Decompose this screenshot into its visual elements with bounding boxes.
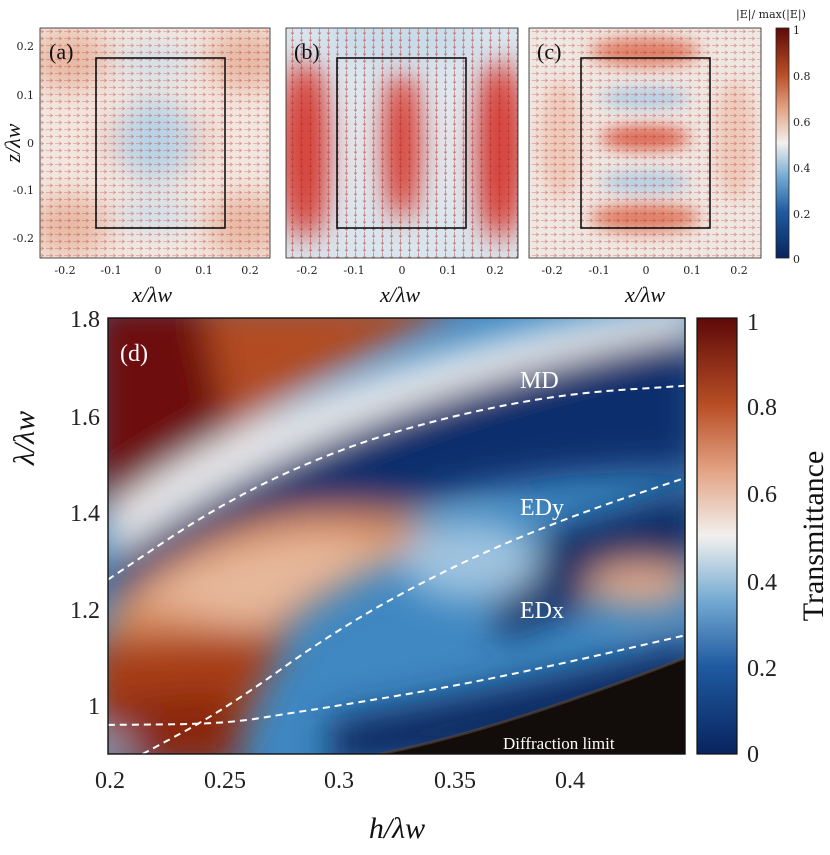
panel-a-ytick: -0.2 [13, 232, 34, 245]
panel-d-heatmap [108, 318, 685, 754]
panel-b: (b) -0.2 -0.1 0 0.1 0.2 x/λw [285, 27, 519, 307]
mode-curves [108, 384, 685, 754]
transmittance-colorbar-tick: 0.6 [747, 482, 777, 508]
panel-a-resonator-outline [95, 57, 226, 229]
panel-b-xlabel: x/λw [379, 282, 420, 307]
panel-d-yticks: 1.8 1.6 1.4 1.2 1 [70, 307, 100, 720]
panel-a-frame [39, 27, 271, 259]
panel-c-xlabel: x/λw [624, 282, 665, 307]
diffraction-region [380, 658, 685, 754]
field-colorbar-label: |E|/ max(|E|) [736, 8, 806, 22]
curve-edx [108, 634, 685, 726]
annotation-edx: EDx [520, 598, 564, 624]
transmittance-colorbar-tick: 0 [747, 742, 759, 768]
panel-a-ytick: -0.1 [13, 184, 34, 197]
panel-d-ytick: 1.4 [70, 501, 100, 527]
field-colorbar: |E|/ max(|E|) 1 0.8 0.6 0.4 0.2 0 [736, 8, 811, 266]
transmittance-colorbar-tick: 0.4 [747, 570, 777, 596]
panel-d: (d) MD EDy EDx Diffraction limit 1.8 1.6… [8, 307, 686, 845]
panel-d-label: (d) [120, 341, 148, 367]
panel-a-xlabel: x/λw [131, 282, 172, 307]
panel-b-xtick: 0.1 [439, 264, 457, 277]
panel-a-label: (a) [49, 39, 73, 64]
panel-b-xticks: -0.2 -0.1 0 0.1 0.2 [296, 264, 503, 277]
field-colorbar-tick: 1 [793, 24, 800, 37]
panel-a-field [40, 28, 270, 258]
panel-a-ytick: 0.2 [17, 40, 35, 53]
panel-b-xtick: -0.2 [296, 264, 317, 277]
panel-d-ytick: 1.8 [70, 307, 100, 333]
panel-b-frame [285, 27, 519, 259]
panel-a-ytick: 0.1 [17, 89, 35, 102]
panel-d-ylabel: λ/λw [8, 411, 41, 466]
panel-c-frame [528, 27, 762, 259]
panel-a-xtick: -0.1 [100, 264, 121, 277]
panel-a-ytick: 0 [27, 137, 34, 150]
panel-b-xtick: 0 [399, 264, 406, 277]
panel-d-xtick: 0.35 [434, 768, 476, 794]
panel-b-resonator-outline [336, 57, 467, 229]
panel-c-xtick: 0 [643, 264, 650, 277]
annotation-diffraction-limit: Diffraction limit [503, 734, 615, 753]
transmittance-colorbar-tick: 0.8 [747, 395, 777, 421]
panel-a-yticks: 0.2 0.1 0 -0.1 -0.2 [13, 40, 34, 245]
panel-d-ytick: 1.2 [70, 598, 100, 624]
field-colorbar-tick: 0.4 [793, 162, 811, 175]
panel-a-xticks: -0.2 -0.1 0 0.1 0.2 [54, 264, 258, 277]
field-colorbar-tick: 0 [793, 253, 800, 266]
panel-a-ylabel: z/λw [0, 123, 25, 163]
annotation-md: MD [520, 368, 559, 394]
field-colorbar-gradient [775, 27, 790, 259]
panel-c: (c) -0.2 -0.1 0 0.1 0.2 x/λw [528, 27, 762, 307]
field-colorbar-tick: 0.2 [793, 208, 811, 221]
panel-d-frame [107, 317, 686, 755]
panel-c-label: (c) [537, 39, 561, 64]
panel-d-xtick: 0.3 [324, 768, 354, 794]
transmittance-colorbar-tick: 0.2 [747, 656, 777, 682]
transmittance-colorbar-gradient [696, 317, 738, 755]
panel-b-label: (b) [294, 39, 320, 64]
panel-a: (a) 0.2 0.1 0 -0.1 -0.2 -0.2 -0.1 0 0.1 … [0, 27, 271, 307]
panel-c-xtick: -0.1 [588, 264, 609, 277]
panel-c-xtick: 0.2 [730, 264, 748, 277]
panel-d-xticks: 0.2 0.25 0.3 0.35 0.4 [95, 768, 585, 794]
field-colorbar-tick: 0.6 [793, 116, 811, 129]
panel-d-ytick: 1 [88, 694, 100, 720]
panel-c-field [529, 28, 761, 258]
panel-d-xtick: 0.2 [95, 768, 125, 794]
panel-b-xtick: -0.1 [343, 264, 364, 277]
field-colorbar-tick: 0.8 [793, 70, 811, 83]
panel-d-xtick: 0.25 [204, 768, 246, 794]
transmittance-colorbar: 1 0.8 0.6 0.4 0.2 0 Transmittance [696, 310, 830, 768]
panel-d-xtick: 0.4 [555, 768, 585, 794]
panel-a-xtick: 0.2 [241, 264, 259, 277]
panel-c-xtick: 0.1 [683, 264, 701, 277]
panel-a-xtick: 0.1 [195, 264, 213, 277]
panel-c-xticks: -0.2 -0.1 0 0.1 0.2 [541, 264, 747, 277]
panel-a-xtick: 0 [155, 264, 162, 277]
transmittance-colorbar-tick: 1 [747, 310, 759, 336]
transmittance-colorbar-label: Transmittance [797, 451, 830, 622]
panel-c-resonator-outline [580, 57, 711, 229]
annotation-edy: EDy [520, 495, 564, 521]
panel-b-xtick: 0.2 [486, 264, 504, 277]
curve-edy [142, 476, 685, 754]
panel-c-xtick: -0.2 [541, 264, 562, 277]
panel-d-xlabel: h/λw [369, 812, 425, 845]
panel-a-xtick: -0.2 [54, 264, 75, 277]
panel-d-ytick: 1.6 [70, 405, 100, 431]
panel-b-field [286, 28, 518, 258]
